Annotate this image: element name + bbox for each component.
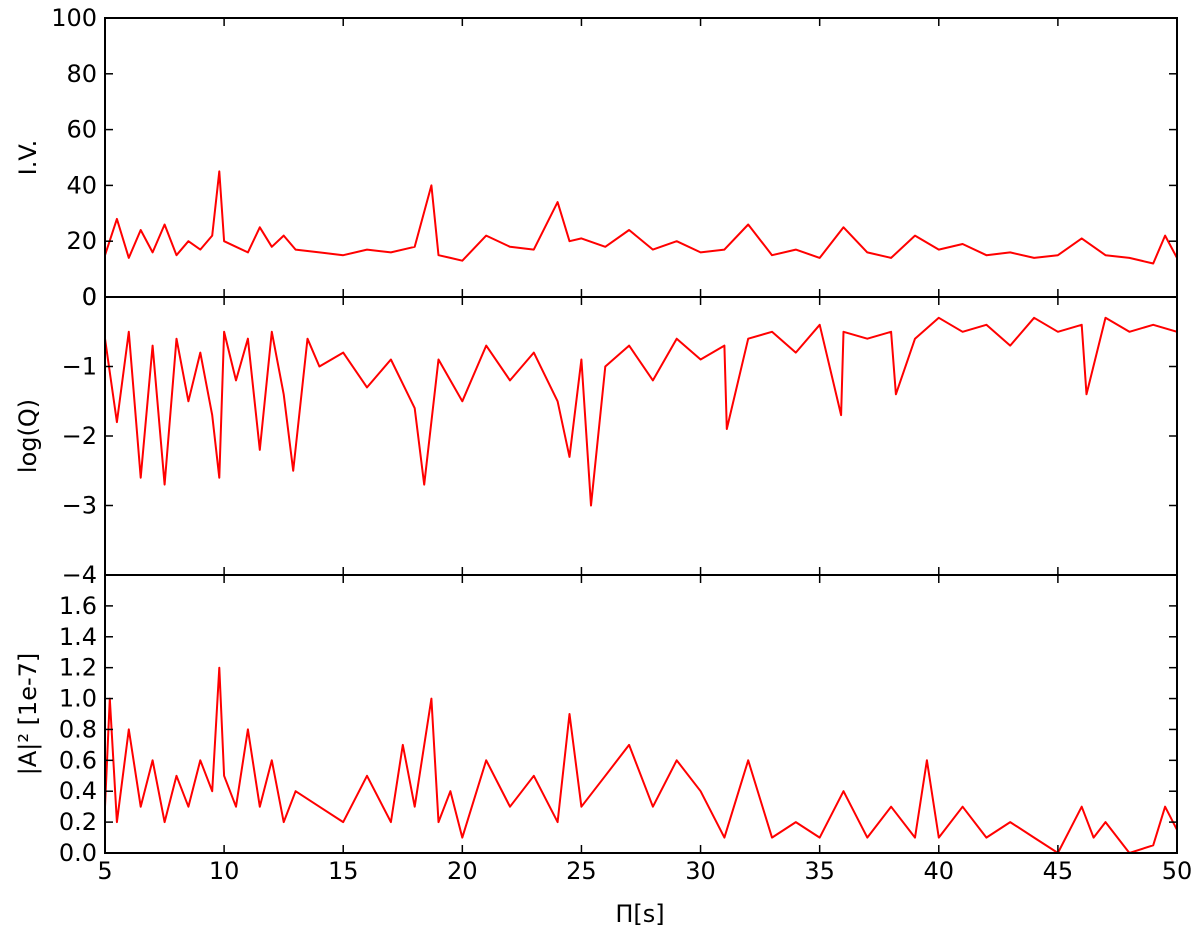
y-tick-label: 0.0: [59, 839, 97, 867]
x-tick-label: 15: [328, 857, 359, 885]
panel-3: 5 10 15 20 25 30 35 40 45 50 0.0 0.2 0.4 0.6 0.81.0 1.2…: [14, 574, 1193, 885]
x-tick-label: 10: [209, 857, 240, 885]
y-tick-label: 100: [51, 4, 97, 32]
y-tick-label: 0.4: [59, 777, 97, 805]
panel-1: 0 20 40 60 80 100 I.V.: [14, 4, 1178, 311]
series-line-2: [105, 316, 1177, 507]
x-tick-label: 30: [685, 857, 716, 885]
y-tick-label: 0.2: [59, 808, 97, 836]
y-tick-label: −2: [62, 422, 97, 450]
y-tick-label: −3: [62, 492, 97, 520]
y-axis-label: |A|² [1e-7]: [14, 653, 42, 776]
x-tick-label: 5: [97, 857, 112, 885]
x-axis-label: Π[s]: [615, 900, 664, 927]
x-tick-label: 40: [924, 857, 955, 885]
y-tick-label: 20: [66, 227, 97, 255]
y-axis-label: log(Q): [14, 399, 42, 473]
x-tick-label: 20: [447, 857, 478, 885]
y-tick-label: 1.0: [59, 685, 97, 713]
x-tick-label: 25: [566, 857, 597, 885]
series-line-3: [105, 666, 1177, 853]
y-tick-label: 1.2: [59, 654, 97, 682]
series-line-1: [105, 170, 1177, 265]
panel-2: −4 −3 −2 −1 0 log(Q): [14, 283, 1178, 589]
y-tick-label: 1.6: [59, 592, 97, 620]
y-tick-label: 0.8: [59, 715, 97, 743]
y-tick-label: 60: [66, 116, 97, 144]
y-axis-label: I.V.: [14, 140, 42, 176]
x-tick-label: 50: [1162, 857, 1193, 885]
y-tick-label: 0: [82, 283, 97, 311]
y-tick-label: 80: [66, 60, 97, 88]
y-tick-label: 40: [66, 171, 97, 199]
y-tick-label: 0.6: [59, 746, 97, 774]
x-tick-label: 45: [1043, 857, 1074, 885]
x-tick-label: 35: [804, 857, 835, 885]
y-tick-label: 0: [82, 283, 97, 311]
axes-frame: [104, 17, 1178, 298]
y-tick-label: −1: [62, 353, 97, 381]
y-tick-label: −4: [62, 561, 97, 589]
y-tick-label: 1.4: [59, 623, 97, 651]
axes-frame: [104, 574, 1178, 854]
